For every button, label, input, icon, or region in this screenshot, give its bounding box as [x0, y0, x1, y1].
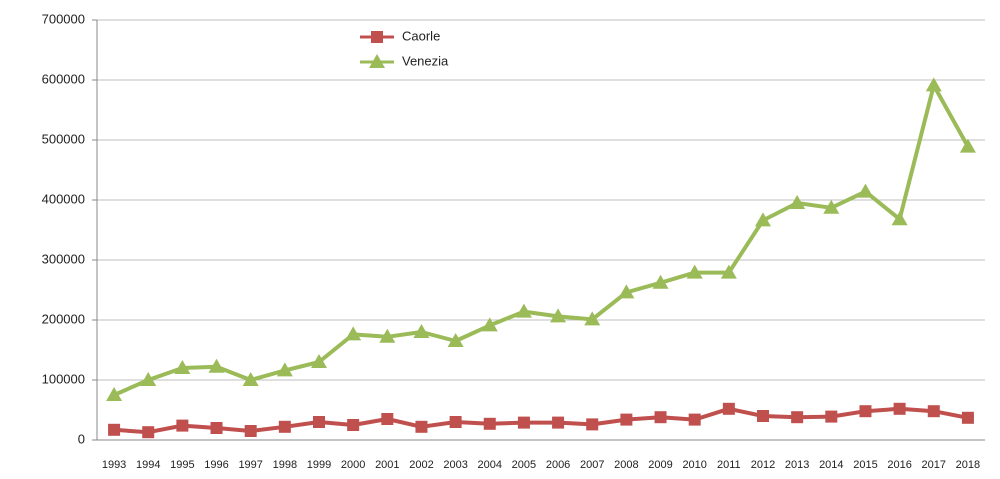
data-point — [620, 413, 633, 426]
data-point — [515, 303, 532, 318]
data-point — [142, 426, 155, 439]
x-tick-label: 2001 — [375, 459, 399, 471]
data-point — [345, 326, 362, 341]
x-tick-label: 2011 — [717, 459, 741, 471]
data-point — [242, 372, 259, 386]
data-point — [449, 416, 462, 428]
legend-marker — [371, 31, 383, 43]
x-tick-label: 2002 — [409, 459, 433, 471]
data-point — [517, 416, 530, 429]
data-point — [550, 308, 567, 323]
x-tick-label: 1999 — [307, 459, 331, 471]
series-line — [113, 406, 969, 435]
x-tick-label: 1994 — [136, 459, 160, 471]
data-point — [174, 360, 191, 374]
y-tick-label: 200000 — [42, 311, 85, 326]
x-tick-label: 2004 — [478, 459, 502, 471]
data-point — [654, 411, 667, 424]
data-point — [481, 317, 498, 332]
data-point — [959, 138, 976, 153]
data-point — [311, 354, 327, 368]
data-point — [415, 420, 428, 433]
data-point — [108, 423, 121, 436]
data-point — [618, 284, 635, 299]
x-tick-label: 2013 — [785, 459, 809, 471]
data-point — [722, 402, 735, 415]
series-line — [113, 83, 970, 397]
data-point — [313, 416, 325, 428]
y-tick-label: 500000 — [42, 131, 85, 146]
y-tick-label: 0 — [78, 431, 85, 446]
data-point — [381, 413, 394, 425]
x-tick-label: 1993 — [102, 459, 126, 471]
x-tick-label: 2003 — [443, 459, 467, 471]
data-point — [720, 264, 737, 279]
x-tick-label: 2000 — [341, 459, 365, 471]
x-tick-label: 1997 — [238, 459, 262, 471]
x-tick-label: 2018 — [956, 459, 980, 471]
x-tick-label: 2017 — [922, 459, 946, 471]
data-point — [176, 419, 189, 432]
data-point — [927, 405, 940, 418]
data-point — [891, 211, 908, 226]
data-point — [893, 402, 906, 415]
data-point — [825, 410, 838, 423]
legend-label: Caorle — [402, 28, 440, 43]
x-tick-label: 1998 — [273, 459, 297, 471]
data-point — [823, 199, 840, 214]
x-tick-label: 2007 — [580, 459, 604, 471]
data-point — [652, 274, 669, 289]
x-tick-label: 2005 — [512, 459, 536, 471]
x-tick-label: 2014 — [819, 459, 843, 471]
data-point — [379, 328, 396, 343]
x-tick-label: 2010 — [682, 459, 706, 471]
data-point — [857, 183, 874, 198]
x-tick-label: 1996 — [204, 459, 228, 471]
data-point — [552, 416, 565, 429]
data-point — [584, 311, 601, 326]
y-tick-label: 400000 — [42, 191, 85, 206]
data-point — [755, 212, 771, 227]
data-point — [106, 387, 123, 401]
y-tick-label: 600000 — [42, 71, 85, 86]
data-point — [925, 77, 942, 92]
data-point — [244, 425, 257, 437]
y-tick-label: 700000 — [42, 11, 85, 26]
x-tick-label: 2008 — [614, 459, 638, 471]
data-point — [859, 405, 872, 418]
data-point — [347, 419, 360, 431]
data-point — [586, 418, 599, 431]
data-point — [483, 417, 496, 430]
data-point — [961, 411, 974, 424]
x-tick-label: 1995 — [170, 459, 194, 471]
y-tick-label: 100000 — [42, 371, 85, 386]
data-point — [208, 358, 225, 373]
data-point — [757, 410, 769, 422]
data-point — [210, 422, 223, 434]
legend-marker — [369, 54, 385, 68]
y-tick-label: 300000 — [42, 251, 85, 266]
data-point — [447, 333, 464, 347]
x-tick-label: 2016 — [887, 459, 911, 471]
x-tick-label: 2012 — [751, 459, 775, 471]
x-tick-label: 2009 — [648, 459, 672, 471]
data-point — [688, 413, 701, 426]
data-point — [791, 411, 804, 424]
data-point — [686, 264, 703, 279]
x-tick-label: 2006 — [546, 459, 570, 471]
data-point — [140, 372, 157, 386]
data-point — [276, 362, 293, 377]
legend-label: Venezia — [402, 53, 449, 68]
x-tick-label: 2015 — [853, 459, 877, 471]
data-point — [413, 324, 430, 338]
data-point — [789, 195, 806, 209]
data-point — [278, 420, 291, 433]
